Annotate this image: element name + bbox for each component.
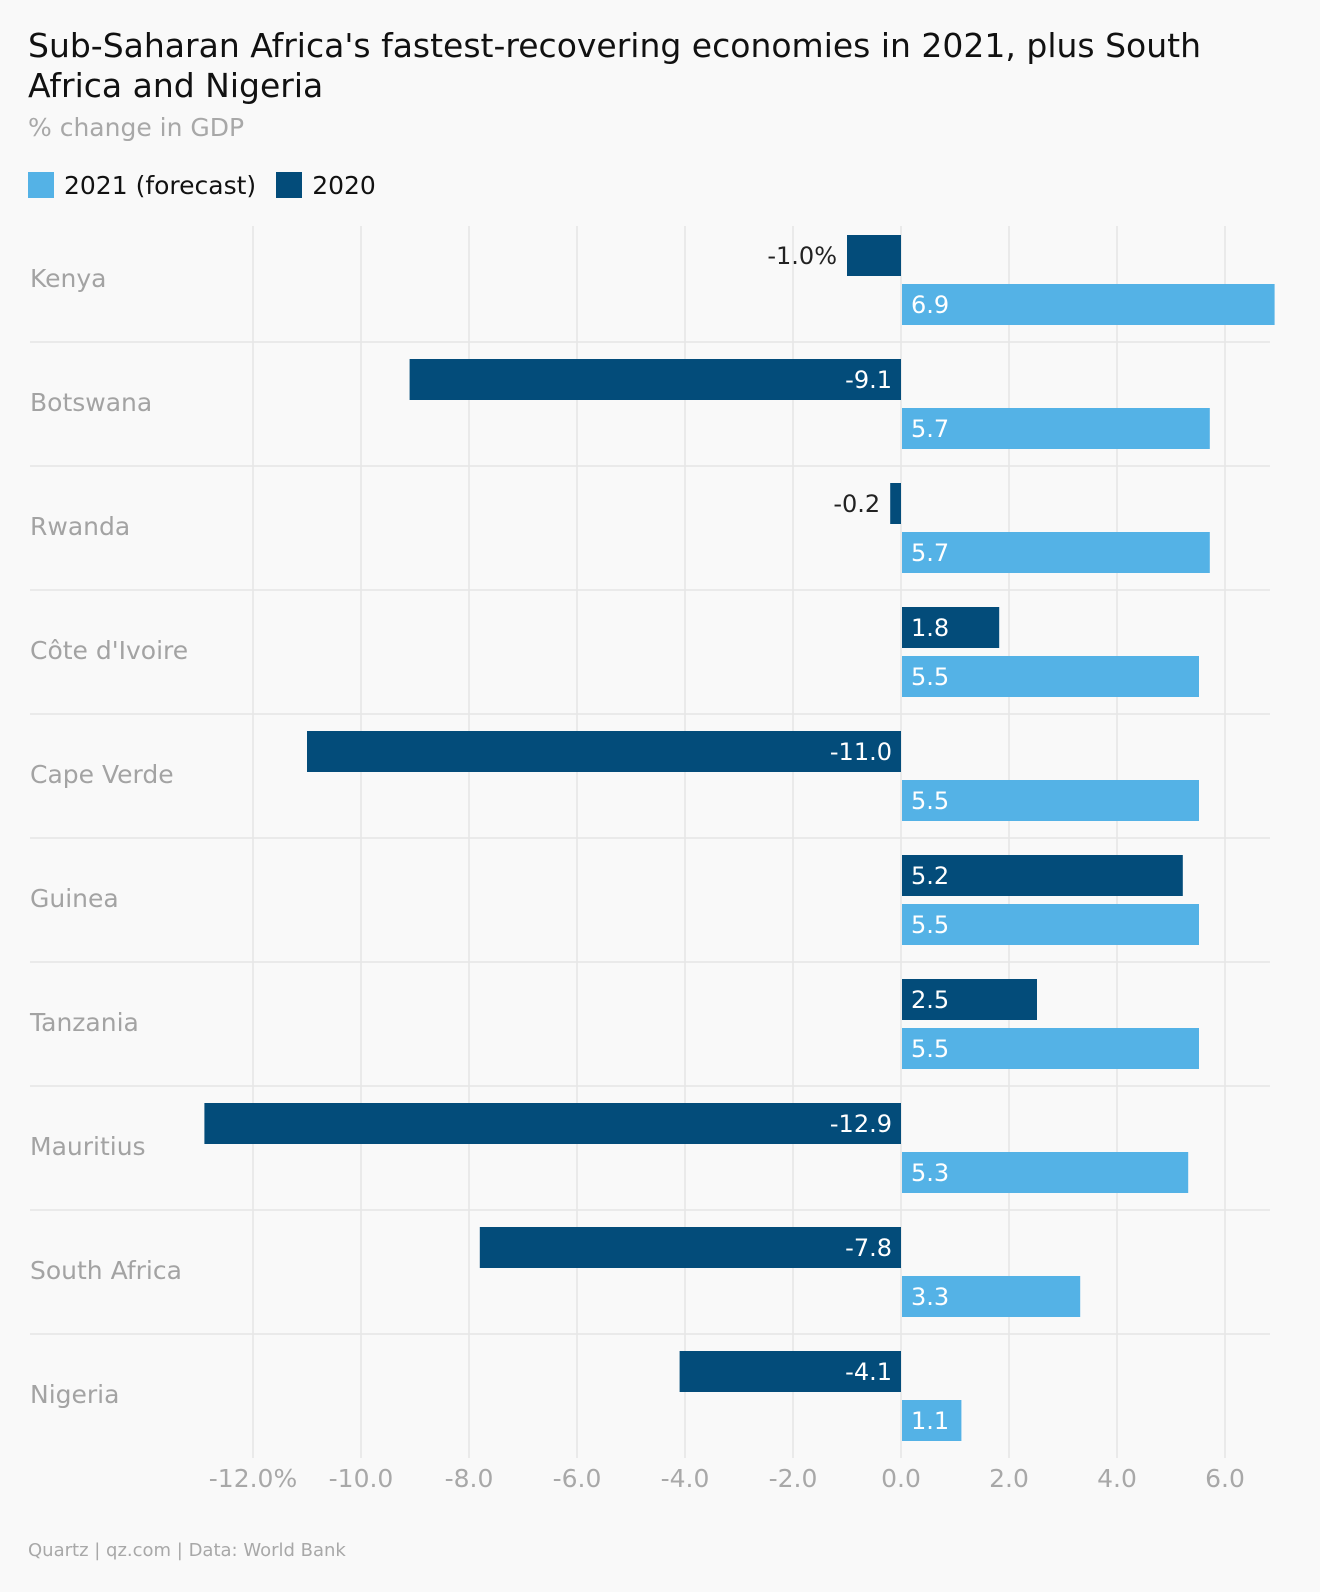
bar-label-2020: -7.8 [845,1234,892,1262]
category-label: South Africa [30,1256,182,1285]
bar-label-2021: 3.3 [911,1283,949,1311]
bar-label-2021: 6.9 [911,291,949,319]
bar-2021 [902,1400,962,1441]
legend-item-2020: 2020 [276,171,376,200]
bar-label-2020: 2.5 [911,986,949,1014]
chart-subtitle: % change in GDP [28,113,245,142]
bar-label-2020: -0.2 [833,490,880,518]
bar-label-2020: -1.0% [767,242,837,270]
bar-label-2021: 5.5 [911,1035,949,1063]
bar-label-2021: 5.5 [911,911,949,939]
category-label: Cape Verde [30,760,174,789]
bar-label-2020: 5.2 [911,862,949,890]
bar-2021 [902,408,1210,449]
bar-2020 [409,359,901,400]
x-tick-label: -2.0 [769,1464,818,1493]
chart-title: Sub-Saharan Africa's fastest-recovering … [28,26,1201,105]
x-tick-label: -12.0% [209,1464,297,1493]
bar-label-2021: 5.5 [911,663,949,691]
bar-label-2021: 5.7 [911,539,949,567]
x-tick-label: 4.0 [1097,1464,1137,1493]
bar-label-2021: 5.5 [911,787,949,815]
bar-label-2020: 1.8 [911,614,949,642]
bar-2020 [307,731,901,772]
x-tick-label: 2.0 [989,1464,1029,1493]
bar-2021 [902,1152,1189,1193]
bar-2020 [902,607,1000,648]
legend-label-2021: 2021 (forecast) [64,170,257,200]
category-label: Mauritius [30,1132,146,1161]
source-note: Quartz | qz.com | Data: World Bank [28,1540,346,1561]
x-tick-label: -10.0 [329,1464,394,1493]
bar-2020 [902,979,1037,1020]
category-label: Botswana [30,388,152,417]
bar-2020 [479,1227,901,1268]
legend-swatch-2020 [276,172,303,198]
bar-label-2021: 1.1 [911,1407,949,1435]
bar-2021 [902,656,1199,697]
category-label: Rwanda [30,512,130,541]
bar-2021 [902,904,1199,945]
bar-2021 [902,780,1199,821]
bar-2021 [902,1028,1199,1069]
bar-2020 [679,1351,901,1392]
category-label: Kenya [30,264,107,293]
bar-label-2020: -12.9 [830,1110,892,1138]
bar-2021 [902,1276,1081,1317]
bar-2020 [847,235,901,276]
bar-2021 [902,284,1275,325]
bar-label-2021: 5.3 [911,1159,949,1187]
legend: 2021 (forecast) 2020 [28,170,396,200]
bar-2021 [902,532,1210,573]
bar-label-2020: -9.1 [845,366,892,394]
bar-2020 [890,483,901,524]
bar-label-2020: -11.0 [830,738,892,766]
category-label: Côte d'Ivoire [30,636,188,665]
bar-2020 [204,1103,901,1144]
category-label: Tanzania [29,1008,139,1037]
x-tick-label: -6.0 [553,1464,602,1493]
bar-label-2020: -4.1 [845,1358,892,1386]
x-tick-label: -4.0 [661,1464,710,1493]
legend-label-2020: 2020 [312,170,376,200]
x-tick-label: 6.0 [1205,1464,1245,1493]
bar-label-2021: 5.7 [911,415,949,443]
x-tick-label: -8.0 [445,1464,494,1493]
legend-item-2021: 2021 (forecast) [28,171,256,200]
bar-2020 [902,855,1183,896]
legend-swatch-2021 [28,172,54,198]
category-label: Nigeria [30,1380,119,1409]
x-tick-label: 0.0 [881,1464,921,1493]
category-label: Guinea [30,884,119,913]
